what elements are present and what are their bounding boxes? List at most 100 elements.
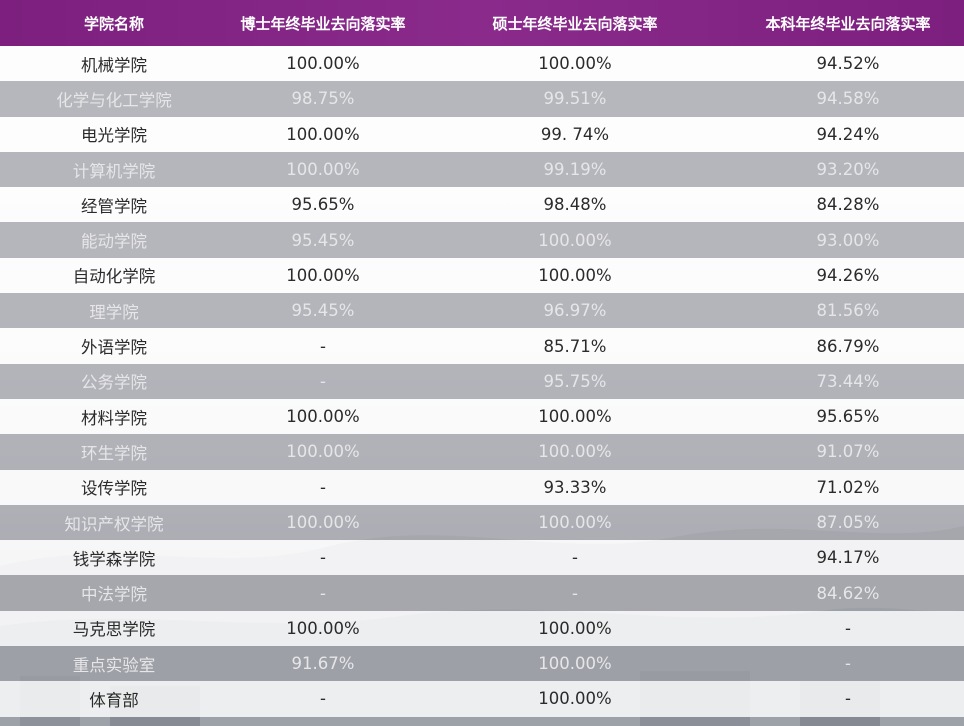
master-rate-cell: 100.00% (418, 222, 732, 258)
college-name-cell: 经管学院 (0, 187, 228, 223)
phd-rate-cell: 98.75% (228, 81, 418, 117)
college-name-cell: 电光学院 (0, 116, 228, 152)
college-name-cell: 马克思学院 (0, 610, 228, 647)
bachelor-rate-cell: 95.65% (732, 398, 964, 435)
phd-rate-cell: 100.00% (228, 504, 418, 541)
table-header-row: 学院名称 博士年终毕业去向落实率 硕士年终毕业去向落实率 本科年终毕业去向落实率 (0, 0, 964, 46)
college-name-cell: 化学与化工学院 (0, 81, 228, 117)
header-college-name: 学院名称 (83, 14, 144, 33)
table-row: 理学院 95.45% 96.97% 81.56% (0, 293, 964, 329)
master-rate-cell: 98.48% (418, 187, 732, 223)
master-rate-cell: 95.75% (418, 363, 732, 399)
master-rate-cell: 93.33% (418, 469, 732, 505)
table-row: 能动学院 95.45% 100.00% 93.00% (0, 222, 964, 258)
bachelor-rate-cell: - (732, 610, 964, 647)
phd-rate-cell: 95.65% (228, 187, 418, 223)
bachelor-rate-cell: 93.20% (732, 151, 964, 188)
bachelor-rate-cell: 94.17% (732, 540, 964, 576)
table-row: 外语学院 -85.71% 86.79% (0, 328, 964, 364)
bachelor-rate-cell: 81.56% (732, 293, 964, 329)
master-rate-cell: 100.00% (418, 610, 732, 647)
college-name-cell: 体育部 (0, 681, 228, 717)
table-row: 钱学森学院 - -94.17% (0, 540, 964, 576)
phd-rate-cell: - (228, 469, 418, 505)
table-row: 自动化学院 100.00% 100.00% 94.26% (0, 257, 964, 294)
bachelor-rate-cell: 84.28% (732, 187, 964, 223)
phd-rate-cell: 95.45% (228, 222, 418, 258)
phd-rate-cell: 100.00% (228, 46, 418, 82)
phd-rate-cell: 100.00% (228, 398, 418, 435)
table-row: 化学与化工学院 98.75% 99.51% 94.58% (0, 81, 964, 117)
bachelor-rate-cell: 94.26% (732, 257, 964, 294)
table-row: 材料学院 100.00% 100.00% 95.65% (0, 398, 964, 435)
master-rate-cell: 100.00% (418, 434, 732, 470)
master-rate-cell: 85.71% (418, 328, 732, 364)
college-name-cell: 计算机学院 (0, 151, 228, 188)
master-rate-cell: 96.97% (418, 293, 732, 329)
phd-rate-cell: 100.00% (228, 151, 418, 188)
phd-rate-cell: 95.45% (228, 293, 418, 329)
phd-rate-cell: - (228, 328, 418, 364)
master-rate-cell: 99.19% (418, 151, 732, 188)
table-row: 马克思学院 100.00% 100.00% - (0, 610, 964, 647)
table-row: 知识产权学院 100.00% 100.00% 87.05% (0, 504, 964, 541)
college-name-cell: 环生学院 (0, 434, 228, 470)
phd-rate-cell: - (228, 575, 418, 611)
college-name-cell: 设传学院 (0, 469, 228, 505)
phd-rate-cell: 100.00% (228, 610, 418, 647)
bachelor-rate-cell: - (732, 681, 964, 717)
college-name-cell: 中法学院 (0, 575, 228, 611)
table-row: 机械学院 100.00% 100.00% 94.52% (0, 46, 964, 82)
table-row: 重点实验室 91.67% 100.00% - (0, 646, 964, 682)
bachelor-rate-cell: 87.05% (732, 504, 964, 541)
college-name-cell: 知识产权学院 (0, 504, 228, 541)
bachelor-rate-cell: 73.44% (732, 363, 964, 399)
table-body: 机械学院 100.00% 100.00% 94.52% 化学与化工学院 98.75% 99.… (0, 46, 964, 717)
header-master-rate: 硕士年终毕业去向落实率 (492, 14, 658, 33)
master-rate-cell: 99. 74% (418, 116, 732, 152)
college-name-cell: 公务学院 (0, 363, 228, 399)
table-row: 环生学院 100.00% 100.00% 91.07% (0, 434, 964, 470)
bachelor-rate-cell: - (732, 646, 964, 682)
college-name-cell: 自动化学院 (0, 257, 228, 294)
master-rate-cell: 100.00% (418, 504, 732, 541)
header-phd-rate: 博士年终毕业去向落实率 (240, 14, 406, 33)
bachelor-rate-cell: 71.02% (732, 469, 964, 505)
college-name-cell: 钱学森学院 (0, 540, 228, 576)
master-rate-cell: 99.51% (418, 81, 732, 117)
bachelor-rate-cell: 94.24% (732, 116, 964, 152)
master-rate-cell: - (418, 540, 732, 576)
table-row: 计算机学院 100.00% 99.19% 93.20% (0, 151, 964, 188)
master-rate-cell: - (418, 575, 732, 611)
phd-rate-cell: - (228, 681, 418, 717)
table-row: 经管学院 95.65% 98.48% 84.28% (0, 187, 964, 223)
phd-rate-cell: - (228, 540, 418, 576)
table-row: 中法学院 - -84.62% (0, 575, 964, 611)
college-name-cell: 外语学院 (0, 328, 228, 364)
phd-rate-cell: - (228, 363, 418, 399)
bachelor-rate-cell: 91.07% (732, 434, 964, 470)
college-name-cell: 重点实验室 (0, 646, 228, 682)
bachelor-rate-cell: 84.62% (732, 575, 964, 611)
bachelor-rate-cell: 93.00% (732, 222, 964, 258)
table-row: 电光学院 100.00% 99. 74% 94.24% (0, 116, 964, 152)
college-name-cell: 机械学院 (0, 46, 228, 82)
college-name-cell: 材料学院 (0, 398, 228, 435)
phd-rate-cell: 100.00% (228, 434, 418, 470)
table-row: 体育部 -100.00% - (0, 681, 964, 717)
master-rate-cell: 100.00% (418, 681, 732, 717)
phd-rate-cell: 100.00% (228, 116, 418, 152)
college-name-cell: 能动学院 (0, 222, 228, 258)
master-rate-cell: 100.00% (418, 646, 732, 682)
bachelor-rate-cell: 94.58% (732, 81, 964, 117)
college-name-cell: 理学院 (0, 293, 228, 329)
bachelor-rate-cell: 94.52% (732, 46, 964, 82)
bachelor-rate-cell: 86.79% (732, 328, 964, 364)
table-row: 公务学院 -95.75% 73.44% (0, 363, 964, 399)
phd-rate-cell: 100.00% (228, 257, 418, 294)
table-row: 设传学院 -93.33% 71.02% (0, 469, 964, 505)
master-rate-cell: 100.00% (418, 46, 732, 82)
master-rate-cell: 100.00% (418, 398, 732, 435)
master-rate-cell: 100.00% (418, 257, 732, 294)
